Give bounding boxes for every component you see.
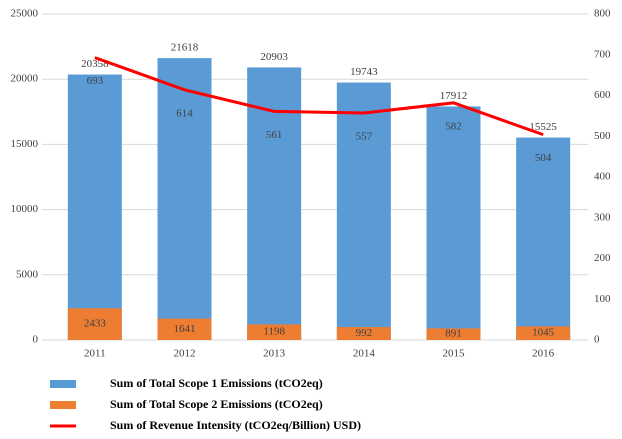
bar bbox=[516, 137, 571, 340]
x-tick-label: 2016 bbox=[532, 348, 555, 360]
y-tick-label: 5000 bbox=[16, 268, 39, 280]
y2-tick-label: 400 bbox=[594, 171, 611, 183]
data-label: 17912 bbox=[440, 90, 468, 102]
data-label: 1198 bbox=[263, 326, 285, 338]
x-tick-label: 2011 bbox=[84, 348, 106, 360]
y-tick-label: 20000 bbox=[11, 73, 39, 85]
y2-tick-label: 800 bbox=[594, 8, 611, 20]
data-label: 21618 bbox=[171, 42, 199, 54]
y-tick-label: 0 bbox=[33, 334, 39, 346]
bar bbox=[336, 82, 391, 341]
legend-label: Sum of Revenue Intensity (tCO2eq/Billion… bbox=[110, 418, 361, 432]
bar bbox=[247, 324, 302, 340]
data-label: 1045 bbox=[532, 327, 555, 339]
bar bbox=[157, 318, 212, 340]
line bbox=[94, 56, 544, 137]
data-label: 20903 bbox=[260, 51, 288, 63]
data-label: 557 bbox=[356, 131, 373, 143]
y2-tick-label: 200 bbox=[594, 252, 611, 264]
legend-marker bbox=[50, 401, 76, 409]
data-label: 2433 bbox=[84, 318, 107, 330]
data-label: 15525 bbox=[529, 121, 557, 133]
y-tick-label: 25000 bbox=[11, 8, 39, 20]
y2-tick-label: 500 bbox=[594, 130, 611, 142]
bar bbox=[67, 74, 122, 340]
legend-marker bbox=[50, 380, 76, 388]
bar bbox=[426, 106, 481, 340]
bar bbox=[67, 308, 122, 340]
data-label: 19743 bbox=[350, 66, 378, 78]
data-label: 1641 bbox=[174, 323, 196, 335]
data-label: 693 bbox=[87, 75, 104, 87]
legend-label: Sum of Total Scope 1 Emissions (tCO2eq) bbox=[110, 376, 323, 390]
x-tick-label: 2012 bbox=[174, 348, 196, 360]
legend-label: Sum of Total Scope 2 Emissions (tCO2eq) bbox=[110, 397, 323, 411]
data-label: 992 bbox=[356, 327, 373, 339]
y2-tick-label: 100 bbox=[594, 293, 611, 305]
data-label: 504 bbox=[535, 152, 552, 164]
y2-tick-label: 0 bbox=[594, 334, 600, 346]
data-label: 614 bbox=[176, 107, 193, 119]
x-tick-label: 2015 bbox=[443, 348, 466, 360]
bar bbox=[516, 326, 571, 340]
bar bbox=[426, 328, 481, 340]
x-tick-label: 2013 bbox=[263, 348, 286, 360]
data-label: 891 bbox=[445, 328, 462, 340]
y-tick-label: 10000 bbox=[11, 203, 39, 215]
x-tick-label: 2014 bbox=[353, 348, 376, 360]
data-label: 561 bbox=[266, 129, 283, 141]
y2-tick-label: 300 bbox=[594, 211, 611, 223]
y-tick-label: 15000 bbox=[11, 138, 39, 150]
y2-tick-label: 600 bbox=[594, 89, 611, 101]
data-label: 582 bbox=[445, 120, 462, 132]
bar bbox=[336, 327, 391, 340]
y2-tick-label: 700 bbox=[594, 48, 611, 60]
bar bbox=[157, 58, 212, 340]
